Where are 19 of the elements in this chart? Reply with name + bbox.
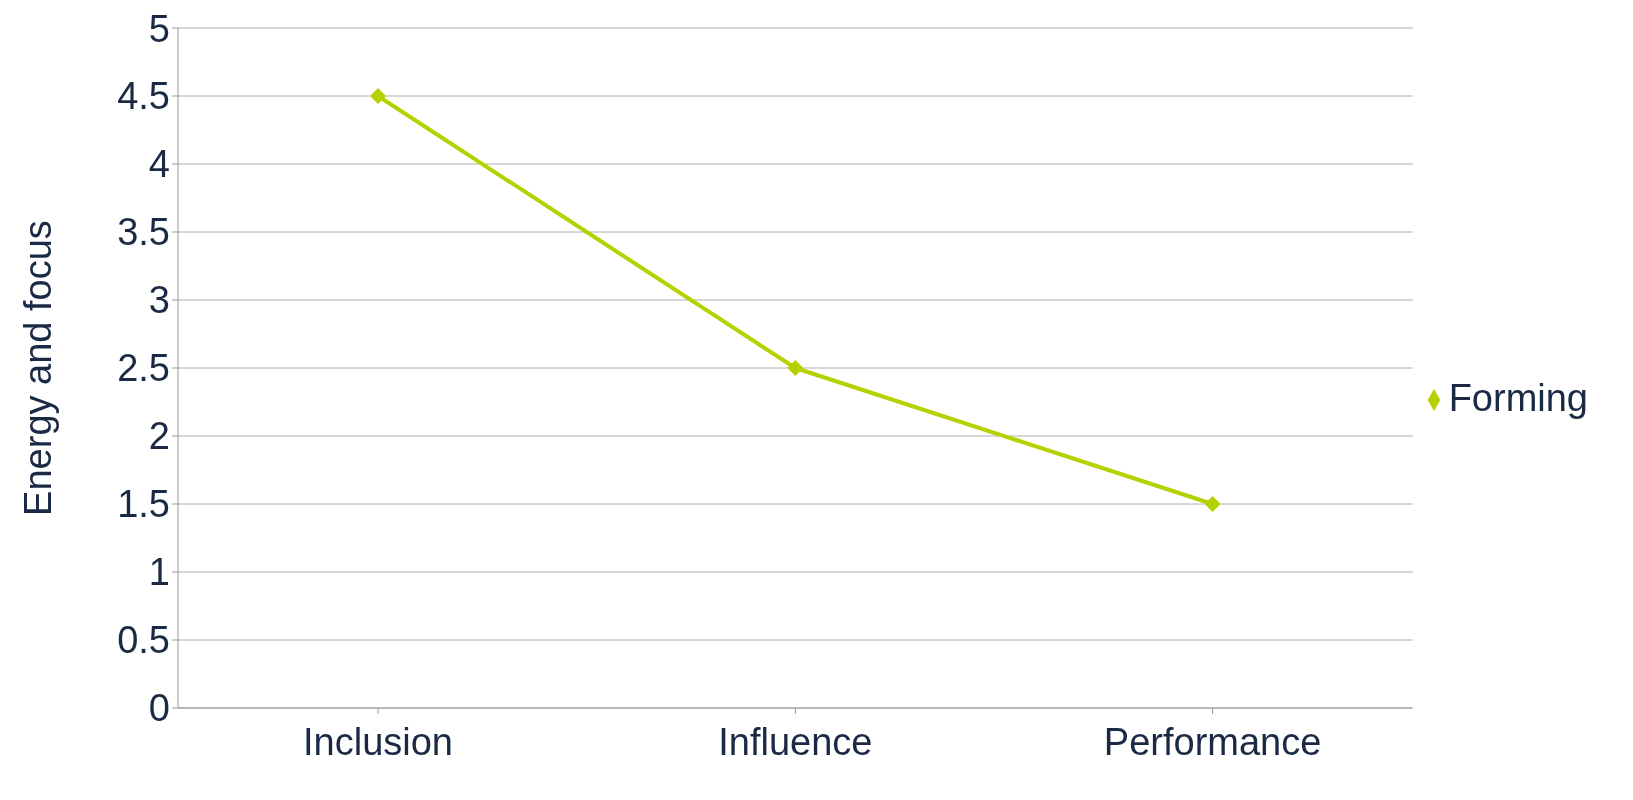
point: [787, 360, 804, 376]
y-tick-label: 1.5: [117, 483, 170, 526]
x-tick-label: Influence: [718, 720, 873, 763]
y-tick-label: 1: [148, 551, 170, 594]
point: [370, 88, 386, 104]
y-tick-label: 3.5: [117, 211, 170, 254]
legend-label: Forming: [1448, 376, 1588, 419]
point: [1204, 496, 1221, 512]
y-tick-label: 4: [148, 143, 170, 186]
x-tick-label: Performance: [1103, 720, 1322, 763]
y-tick-label: 2.5: [117, 347, 170, 390]
y-tick-label: 2: [148, 415, 170, 458]
y-axis-title: Energy and focus: [17, 220, 60, 516]
x-tick-label: Inclusion: [303, 720, 453, 763]
y-tick-label: 0: [148, 687, 170, 730]
y-tick-label: 4.5: [117, 75, 170, 118]
y-tick-label: 5: [148, 7, 170, 50]
y-tick-label: 3: [148, 279, 170, 322]
y-tick-label: 0.5: [117, 619, 170, 662]
